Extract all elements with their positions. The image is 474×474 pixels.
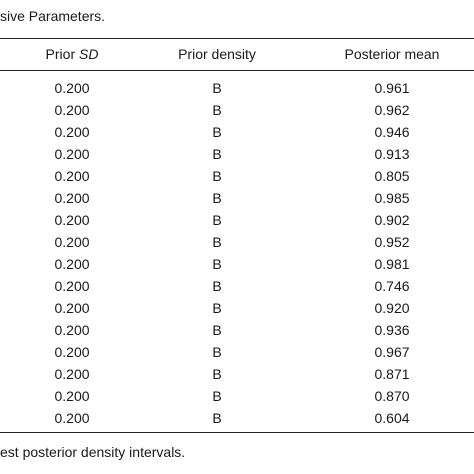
table-cell: 0.200 [54, 102, 90, 118]
table-cell: 0.961 [374, 80, 410, 96]
footer: est posterior density intervals. [0, 444, 186, 460]
table-cell: B [212, 80, 222, 96]
header-italic: SD [79, 46, 99, 62]
table-cell: 0.200 [54, 168, 90, 184]
table-cell: 0.936 [374, 322, 410, 338]
table-cell: B [212, 146, 222, 162]
table-cell: 0.200 [54, 410, 90, 426]
table-cell: 0.200 [54, 234, 90, 250]
header-cell: Posterior mean [344, 46, 440, 62]
table-cell: B [212, 410, 222, 426]
table-cell: B [212, 256, 222, 272]
table-cell: 0.604 [374, 410, 410, 426]
table-cell: 0.200 [54, 300, 90, 316]
table-cell: 0.920 [374, 300, 410, 316]
table-cell: 0.967 [374, 344, 410, 360]
table-cell: 0.200 [54, 190, 90, 206]
header-cell: Prior SD [46, 45, 99, 63]
header-text: Prior [45, 46, 76, 62]
table-cell: B [212, 190, 222, 206]
table-cell: 0.200 [54, 278, 90, 294]
table-cell: B [212, 344, 222, 360]
table-cell: B [212, 366, 222, 382]
table-cell: B [212, 168, 222, 184]
table-cell: 0.200 [54, 124, 90, 140]
header-cell: Prior density [178, 46, 256, 62]
table-cell: B [212, 212, 222, 228]
table-cell: 0.946 [374, 124, 410, 140]
table-cell: B [212, 102, 222, 118]
table-cell: 0.200 [54, 344, 90, 360]
table-cell: 0.805 [374, 168, 410, 184]
caption: sive Parameters. [0, 8, 106, 24]
table-cell: 0.952 [374, 234, 410, 250]
table-cell: 0.200 [54, 80, 90, 96]
table-cell: 0.200 [54, 388, 90, 404]
table-cell: 0.985 [374, 190, 410, 206]
table-cell: 0.902 [374, 212, 410, 228]
table-cell: 0.200 [54, 366, 90, 382]
table-cell: 0.200 [54, 212, 90, 228]
bottom-rule [0, 432, 474, 433]
table-cell: B [212, 322, 222, 338]
table-cell: B [212, 234, 222, 250]
table-cell: 0.962 [374, 102, 410, 118]
table-cell: 0.981 [374, 256, 410, 272]
table-cell: 0.913 [374, 146, 410, 162]
table-cell: 0.871 [374, 366, 410, 382]
table-cell: B [212, 124, 222, 140]
table-cell: B [212, 278, 222, 294]
table-cell: 0.200 [54, 146, 90, 162]
table-cell: 0.746 [374, 278, 410, 294]
top-rule [0, 38, 474, 39]
table-cell: 0.870 [374, 388, 410, 404]
header-rule [0, 70, 474, 71]
table-cell: 0.200 [54, 256, 90, 272]
table-cell: 0.200 [54, 322, 90, 338]
table-cell: B [212, 300, 222, 316]
table-cell: B [212, 388, 222, 404]
